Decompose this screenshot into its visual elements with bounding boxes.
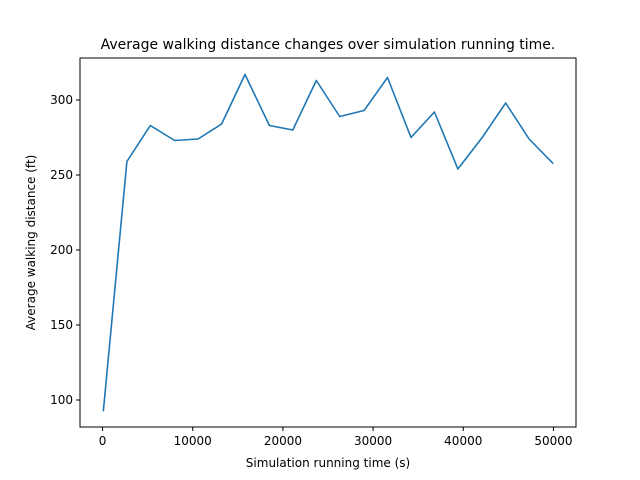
plot-area (102, 73, 554, 412)
chart-title: Average walking distance changes over si… (101, 37, 556, 53)
x-tick-label: 10000 (174, 434, 212, 448)
axis-ticks: 0 10000 20000 30000 40000 50000 100 150 200 250 30… (50, 93, 572, 448)
y-axis-label: Average walking distance (ft) (24, 155, 38, 331)
y-tick-label: 100 (50, 393, 73, 407)
x-tick-label: 30000 (354, 434, 392, 448)
y-tick-label: 200 (50, 243, 73, 257)
x-tick-label: 20000 (264, 434, 302, 448)
x-tick-label: 40000 (444, 434, 482, 448)
x-axis-label: Simulation running time (s) (246, 456, 410, 470)
plot-frame (79, 57, 577, 428)
x-tick-label: 50000 (534, 434, 572, 448)
y-tick-label: 250 (50, 168, 73, 182)
series-line (102, 73, 554, 412)
y-tick-label: 150 (50, 318, 73, 332)
x-tick-label: 0 (99, 434, 107, 448)
y-tick-label: 300 (50, 93, 73, 107)
